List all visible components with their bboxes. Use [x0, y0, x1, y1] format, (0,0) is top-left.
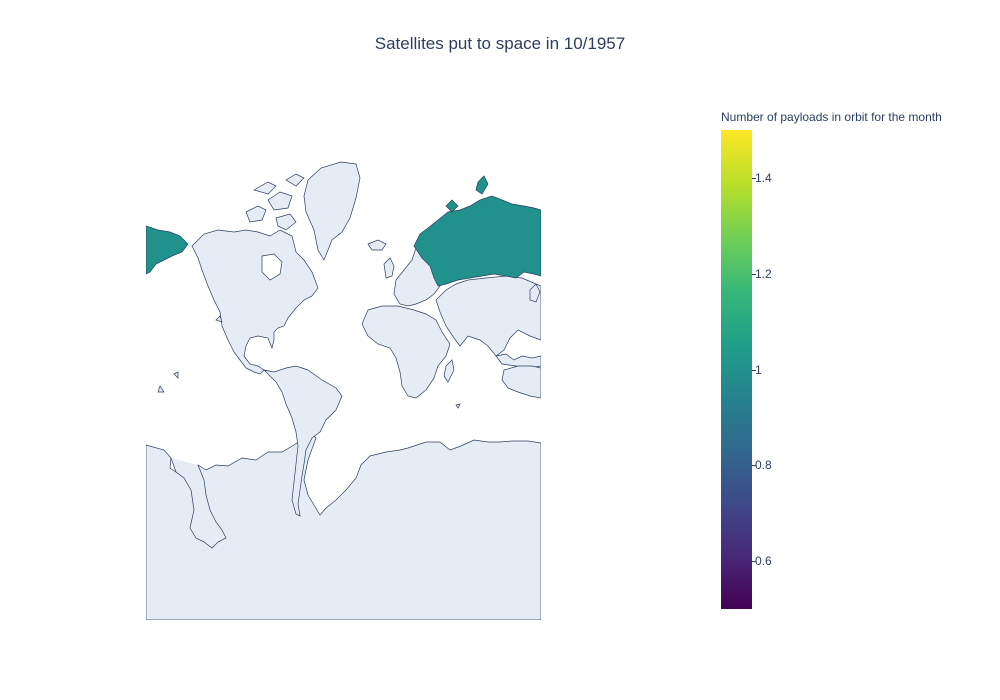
land-indonesia: [495, 353, 541, 369]
colorbar-tick-mark: [752, 273, 756, 275]
land-antarctic-peninsula: [170, 457, 227, 549]
land-australia: [501, 365, 541, 399]
land-uk: [383, 257, 395, 279]
world-map[interactable]: [146, 160, 541, 620]
land-asia: [435, 275, 541, 357]
colorbar-tick-mark: [752, 177, 756, 179]
colorbar-tick-label: 0.8: [755, 458, 772, 473]
chart-title: Satellites put to space in 10/1957: [374, 34, 626, 53]
colorbar-tick-label: 1.4: [755, 170, 772, 185]
land-small-islands: [157, 315, 461, 409]
land-russia: [413, 195, 541, 287]
land-south-america: [262, 365, 343, 517]
land-japan: [529, 283, 541, 303]
colorbar-tick-label: 0.6: [755, 554, 772, 569]
colorbar-tick-mark: [752, 369, 756, 371]
map-svg[interactable]: [146, 160, 541, 620]
colorbar-tick-mark: [752, 465, 756, 467]
land-madagascar: [443, 359, 455, 383]
colorbar: [721, 130, 752, 609]
colorbar-tick-mark: [752, 561, 756, 563]
colorbar-tick-label: 1.2: [755, 266, 772, 281]
colorbar-title: Number of payloads in orbit for the mont…: [721, 110, 942, 124]
land-russia-far-east-left: [146, 225, 189, 275]
land-greenland: [303, 161, 361, 261]
land-antarctica: [146, 433, 541, 620]
land-russia-arctic-islands: [445, 175, 489, 213]
water-hudson-bay: [261, 253, 283, 281]
land-iceland: [367, 239, 387, 251]
land-north-america: [191, 229, 319, 375]
land-arctic-islands: [245, 173, 305, 231]
colorbar-tick-label: 1: [755, 362, 762, 377]
land-africa: [361, 305, 451, 399]
